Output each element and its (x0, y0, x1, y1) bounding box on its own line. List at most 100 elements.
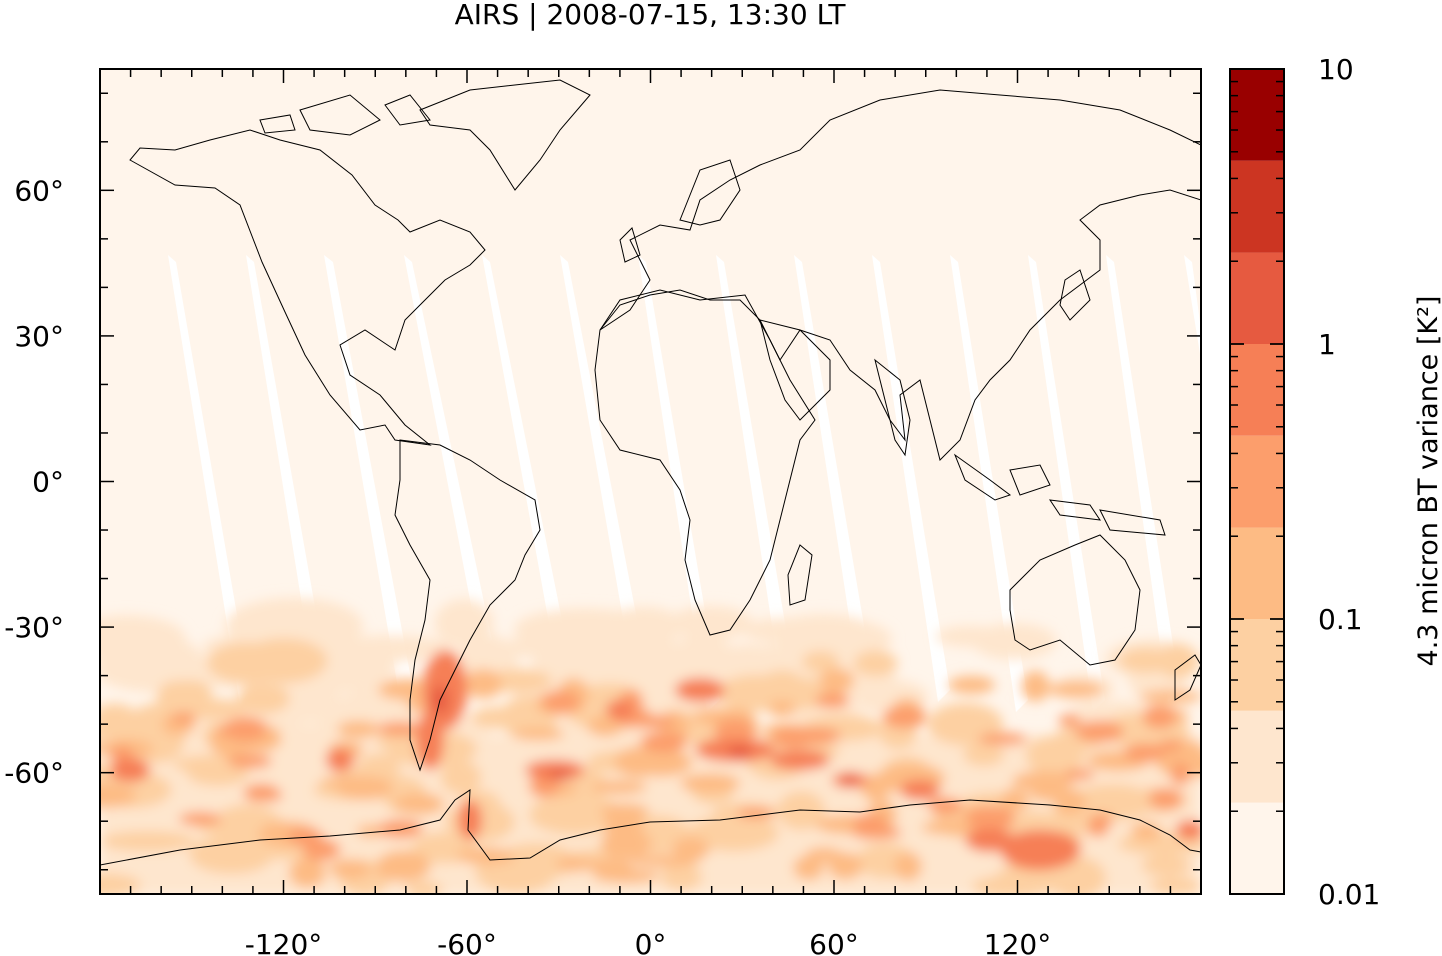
variance-patch (405, 880, 443, 894)
colorbar-level (1230, 160, 1284, 253)
variance-patch (1025, 735, 1085, 775)
variance-hotspot (770, 750, 830, 770)
variance-patch (223, 716, 268, 742)
variance-patch (393, 793, 445, 815)
orbit-gap (950, 255, 1028, 712)
variance-patch (801, 650, 840, 673)
variance-patch (1021, 670, 1050, 702)
variance-hotspot (900, 780, 940, 800)
variance-hotspot (728, 746, 752, 758)
x-tick-labels: -120° -60° 0° 60° 120° (245, 928, 1052, 956)
variance-patch (569, 766, 607, 806)
variance-patch (440, 760, 482, 795)
x-tick-label: -120° (245, 928, 323, 956)
variance-patch (255, 613, 317, 636)
variance-patch (971, 623, 1057, 660)
variance-patch (921, 819, 979, 835)
orbit-gaps (168, 255, 1201, 730)
orbit-gap (638, 255, 720, 712)
y-tick-label: -30° (4, 611, 64, 644)
colorbar-level (1230, 619, 1284, 711)
orbit-gap (872, 255, 950, 702)
variance-patch (1141, 854, 1191, 877)
coastline-africa (594, 289, 816, 636)
variance-field (100, 597, 1201, 894)
variance-patch (978, 732, 1028, 745)
variance-patch (189, 834, 274, 875)
variance-patch (100, 831, 196, 852)
variance-patch (378, 819, 424, 839)
variance-patch (206, 642, 288, 684)
variance-patch (827, 852, 863, 880)
variance-patch (171, 712, 197, 723)
variance-patch (927, 797, 963, 816)
orbit-gap (324, 255, 415, 712)
variance-patch (377, 678, 438, 701)
orbit-gap (168, 255, 250, 705)
variance-patch (995, 863, 1056, 894)
colorbar-level (1230, 710, 1284, 803)
variance-patch (1064, 768, 1095, 780)
variance-patch (1157, 753, 1201, 778)
variance-hotspot (1000, 830, 1080, 870)
orbit-gap (404, 255, 492, 652)
coastline-madagascar (787, 544, 813, 606)
variance-patch (288, 857, 326, 888)
variance-patch (588, 630, 679, 671)
variance-patch (614, 746, 662, 778)
variance-patch (471, 706, 522, 729)
variance-patch (587, 715, 624, 737)
variance-hotspot (1176, 820, 1201, 840)
variance-patch (640, 731, 688, 753)
variance-patch (1074, 720, 1124, 743)
coastline-japan (1059, 269, 1091, 321)
variance-patch (1053, 788, 1087, 816)
colorbar-level (1230, 527, 1284, 619)
orbit-gap (1106, 255, 1180, 702)
variance-patch (455, 847, 516, 865)
variance-patch (237, 683, 290, 714)
variance-patch (178, 812, 222, 826)
variance-patch (600, 828, 652, 860)
coastlines (100, 79, 1201, 866)
variance-hotspot (110, 758, 150, 782)
variance-patch (336, 720, 380, 738)
variance-patch (714, 718, 757, 743)
variance-patch (1130, 822, 1162, 841)
colorbar-tick-label: 0.01 (1318, 878, 1380, 911)
variance-patch (529, 774, 560, 798)
variance-patch (259, 790, 283, 802)
colorbar-frame (1229, 68, 1285, 895)
colorbar-label: 4.3 micron BT variance [K²] (1413, 296, 1442, 667)
variance-hotspot (843, 775, 857, 785)
variance-patch (853, 650, 898, 677)
variance-patch (793, 855, 824, 881)
variance-patch (1149, 877, 1201, 894)
variance-patch (100, 703, 137, 730)
variance-patch (1123, 743, 1166, 762)
variance-patch (853, 813, 888, 832)
variance-patch (264, 674, 340, 724)
variance-patch (376, 721, 424, 736)
variance-patch (1157, 643, 1199, 679)
variance-patch (963, 743, 1005, 767)
orbit-gap (560, 255, 640, 648)
variance-patch (736, 807, 775, 819)
variance-patch (815, 692, 850, 709)
coastline-india (874, 358, 911, 457)
map-title: AIRS | 2008-07-15, 13:30 LT (454, 0, 846, 31)
variance-patch (1089, 813, 1113, 828)
variance-patch (680, 773, 741, 793)
y-tick-label: 60° (14, 174, 64, 207)
variance-patch (578, 858, 634, 873)
coastline-arctic-islands (259, 94, 431, 136)
variance-patch (1170, 762, 1191, 786)
y-tick-labels: 60° 30° 0° -30° -60° (4, 174, 64, 789)
variance-patch (329, 858, 372, 880)
variance-patch (768, 700, 796, 717)
y-tick-label: 30° (14, 320, 64, 353)
map-ticks (99, 69, 1202, 894)
variance-patch (434, 599, 494, 648)
variance-patch (376, 864, 423, 880)
